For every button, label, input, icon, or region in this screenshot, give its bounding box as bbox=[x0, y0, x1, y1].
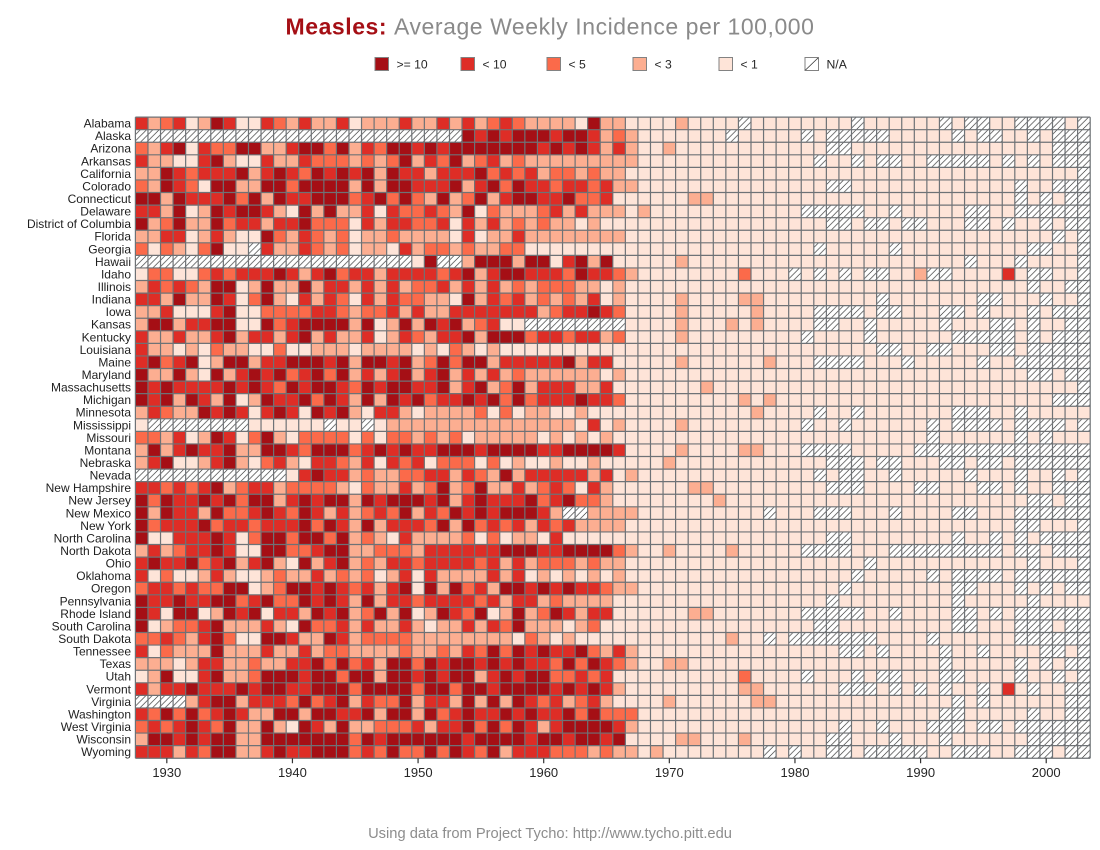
svg-text:Massachusetts: Massachusetts bbox=[51, 381, 131, 395]
svg-text:Georgia: Georgia bbox=[88, 242, 131, 256]
svg-text:< 3: < 3 bbox=[655, 57, 673, 71]
svg-text:1930: 1930 bbox=[152, 765, 181, 780]
svg-text:Mississippi: Mississippi bbox=[73, 418, 131, 432]
svg-text:< 1: < 1 bbox=[741, 57, 759, 71]
svg-text:Texas: Texas bbox=[100, 657, 131, 671]
svg-text:Minnesota: Minnesota bbox=[76, 406, 132, 420]
svg-text:>= 10: >= 10 bbox=[397, 57, 428, 71]
svg-text:Nevada: Nevada bbox=[90, 469, 132, 483]
svg-text:< 5: < 5 bbox=[569, 57, 587, 71]
svg-text:North Dakota: North Dakota bbox=[60, 544, 131, 558]
svg-text:1990: 1990 bbox=[906, 765, 935, 780]
svg-text:Missouri: Missouri bbox=[86, 431, 131, 445]
svg-text:Iowa: Iowa bbox=[106, 305, 132, 319]
svg-text:Vermont: Vermont bbox=[86, 682, 131, 696]
svg-text:North Carolina: North Carolina bbox=[54, 531, 132, 545]
svg-text:West Virginia: West Virginia bbox=[61, 720, 132, 734]
svg-text:1940: 1940 bbox=[278, 765, 307, 780]
svg-text:Arizona: Arizona bbox=[90, 142, 131, 156]
svg-text:N/A: N/A bbox=[827, 57, 848, 71]
svg-text:Idaho: Idaho bbox=[101, 267, 131, 281]
svg-text:Ohio: Ohio bbox=[106, 557, 132, 571]
svg-text:District of Columbia: District of Columbia bbox=[27, 217, 131, 231]
svg-text:Utah: Utah bbox=[106, 670, 131, 684]
svg-text:< 10: < 10 bbox=[483, 57, 507, 71]
svg-text:Measles: Average Weekly Incide: Measles: Average Weekly Incidence per 10… bbox=[286, 14, 815, 40]
svg-text:Louisiana: Louisiana bbox=[80, 343, 132, 357]
svg-text:1960: 1960 bbox=[529, 765, 558, 780]
svg-text:Maine: Maine bbox=[98, 355, 131, 369]
svg-text:Oregon: Oregon bbox=[91, 582, 131, 596]
svg-text:South Carolina: South Carolina bbox=[52, 619, 132, 633]
svg-text:New Mexico: New Mexico bbox=[66, 506, 132, 520]
svg-text:Delaware: Delaware bbox=[80, 205, 131, 219]
svg-text:Nebraska: Nebraska bbox=[80, 456, 132, 470]
svg-text:Kentucky: Kentucky bbox=[82, 330, 131, 344]
svg-text:1970: 1970 bbox=[655, 765, 684, 780]
svg-text:1950: 1950 bbox=[404, 765, 433, 780]
svg-text:Using data from Project Tycho:: Using data from Project Tycho: http://ww… bbox=[368, 826, 732, 842]
svg-text:Rhode Island: Rhode Island bbox=[60, 607, 131, 621]
svg-text:California: California bbox=[80, 167, 131, 181]
svg-text:Wyoming: Wyoming bbox=[81, 745, 131, 759]
svg-text:Alabama: Alabama bbox=[84, 117, 132, 131]
svg-text:Pennsylvania: Pennsylvania bbox=[60, 594, 132, 608]
svg-text:Oklahoma: Oklahoma bbox=[76, 569, 131, 583]
svg-text:Montana: Montana bbox=[84, 443, 131, 457]
svg-text:New Jersey: New Jersey bbox=[68, 494, 131, 508]
svg-text:Wisconsin: Wisconsin bbox=[76, 733, 131, 747]
svg-text:Michigan: Michigan bbox=[83, 393, 131, 407]
svg-text:New Hampshire: New Hampshire bbox=[46, 481, 132, 495]
svg-text:New York: New York bbox=[80, 519, 132, 533]
svg-text:Florida: Florida bbox=[94, 230, 131, 244]
svg-text:South Dakota: South Dakota bbox=[58, 632, 131, 646]
svg-text:Kansas: Kansas bbox=[91, 318, 131, 332]
svg-text:Tennessee: Tennessee bbox=[73, 645, 131, 659]
svg-text:Hawaii: Hawaii bbox=[95, 255, 131, 269]
svg-text:Virginia: Virginia bbox=[91, 695, 131, 709]
svg-text:1980: 1980 bbox=[781, 765, 810, 780]
svg-text:Indiana: Indiana bbox=[92, 293, 132, 307]
svg-text:Washington: Washington bbox=[68, 707, 131, 721]
svg-text:Maryland: Maryland bbox=[82, 368, 131, 382]
svg-text:Connecticut: Connecticut bbox=[68, 192, 132, 206]
svg-text:2000: 2000 bbox=[1032, 765, 1061, 780]
svg-text:Alaska: Alaska bbox=[95, 129, 131, 143]
svg-text:Illinois: Illinois bbox=[98, 280, 131, 294]
svg-text:Colorado: Colorado bbox=[82, 179, 131, 193]
svg-text:Arkansas: Arkansas bbox=[81, 154, 131, 168]
